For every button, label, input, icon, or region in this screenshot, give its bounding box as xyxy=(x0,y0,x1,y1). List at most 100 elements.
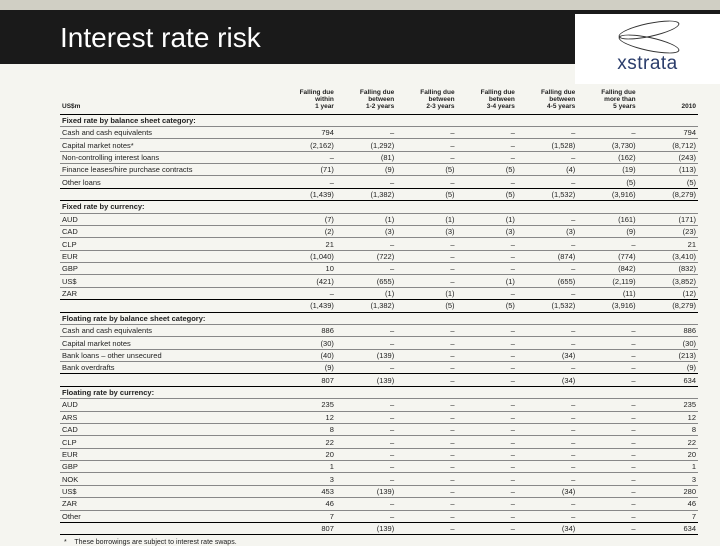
cell-value: – xyxy=(577,448,637,460)
cell-value: (30) xyxy=(638,337,698,349)
row-label: Capital market notes xyxy=(60,337,276,349)
cell-value: (722) xyxy=(336,250,396,262)
cell-value: 22 xyxy=(638,436,698,448)
cell-value: 46 xyxy=(638,498,698,510)
cell-value: – xyxy=(577,126,637,138)
cell-value: – xyxy=(336,399,396,411)
total-value: (1,382) xyxy=(336,188,396,200)
cell-value: (1) xyxy=(457,213,517,225)
cell-value: – xyxy=(336,411,396,423)
cell-value: 12 xyxy=(276,411,336,423)
cell-value: – xyxy=(457,399,517,411)
cell-value: (3,852) xyxy=(638,275,698,287)
total-value: 634 xyxy=(638,522,698,534)
cell-value: (655) xyxy=(517,275,577,287)
table-header: US$mFalling duewithin1 yearFalling duebe… xyxy=(60,88,698,114)
cell-value: 22 xyxy=(276,436,336,448)
cell-value: 1 xyxy=(638,461,698,473)
cell-value: – xyxy=(336,176,396,188)
row-label: Capital market notes* xyxy=(60,139,276,151)
row-label: CAD xyxy=(60,225,276,237)
cell-value: (4) xyxy=(517,164,577,176)
cell-value: – xyxy=(336,448,396,460)
cell-value: – xyxy=(457,498,517,510)
cell-value: 21 xyxy=(276,238,336,250)
cell-value: – xyxy=(276,287,336,299)
row-label: Bank overdrafts xyxy=(60,362,276,374)
cell-value: – xyxy=(396,324,456,336)
row-label: CLP xyxy=(60,238,276,250)
cell-value: – xyxy=(457,485,517,497)
section-title: Floating rate by currency: xyxy=(60,386,698,398)
total-value: (5) xyxy=(457,188,517,200)
cell-value: (171) xyxy=(638,213,698,225)
cell-value: – xyxy=(396,498,456,510)
total-value: – xyxy=(577,522,637,534)
cell-value: – xyxy=(396,473,456,485)
row-label: ARS xyxy=(60,411,276,423)
cell-value: (3) xyxy=(517,225,577,237)
cell-value: (7) xyxy=(276,213,336,225)
cell-value: – xyxy=(457,151,517,163)
row-label: NOK xyxy=(60,473,276,485)
cell-value: (5) xyxy=(396,164,456,176)
cell-value: 20 xyxy=(276,448,336,460)
cell-value: – xyxy=(517,448,577,460)
cell-value: – xyxy=(577,423,637,435)
cell-value: – xyxy=(396,485,456,497)
logo: xstrata xyxy=(575,14,720,84)
total-value: (5) xyxy=(457,300,517,312)
cell-value: (9) xyxy=(638,362,698,374)
cell-value: – xyxy=(517,337,577,349)
table-row: Cash and cash equivalents886–––––886 xyxy=(60,324,698,336)
cell-value: – xyxy=(336,461,396,473)
cell-value: – xyxy=(336,362,396,374)
cell-value: – xyxy=(457,238,517,250)
table-row: Non-controlling interest loans–(81)–––(1… xyxy=(60,151,698,163)
cell-value: 1 xyxy=(276,461,336,473)
cell-value: – xyxy=(336,126,396,138)
cell-value: 8 xyxy=(276,423,336,435)
cell-value: – xyxy=(517,411,577,423)
cell-value: – xyxy=(517,510,577,522)
cell-value: – xyxy=(577,498,637,510)
cell-value: 235 xyxy=(276,399,336,411)
cell-value: (1) xyxy=(336,213,396,225)
total-value: – xyxy=(457,374,517,386)
total-row: 807(139)––(34)–634 xyxy=(60,522,698,534)
table-row: AUD(7)(1)(1)(1)–(161)(171) xyxy=(60,213,698,225)
section-title: Fixed rate by currency: xyxy=(60,201,698,213)
total-value: (8,279) xyxy=(638,300,698,312)
section-title: Fixed rate by balance sheet category: xyxy=(60,114,698,126)
cell-value: – xyxy=(457,263,517,275)
cell-value: (34) xyxy=(517,349,577,361)
table-row: Bank overdrafts(9)–––––(9) xyxy=(60,362,698,374)
total-label xyxy=(60,300,276,312)
row-label: Other loans xyxy=(60,176,276,188)
cell-value: (34) xyxy=(517,485,577,497)
cell-value: – xyxy=(517,423,577,435)
cell-value: (874) xyxy=(517,250,577,262)
total-value: (1,439) xyxy=(276,188,336,200)
row-label: Bank loans – other unsecured xyxy=(60,349,276,361)
cell-value: – xyxy=(396,423,456,435)
table-row: ARS12–––––12 xyxy=(60,411,698,423)
cell-value: – xyxy=(276,151,336,163)
cell-value: – xyxy=(517,399,577,411)
table-row: US$453(139)––(34)–280 xyxy=(60,485,698,497)
cell-value: (9) xyxy=(276,362,336,374)
cell-value: – xyxy=(577,349,637,361)
table-row: Cash and cash equivalents794–––––794 xyxy=(60,126,698,138)
total-row: (1,439)(1,382)(5)(5)(1,532)(3,916)(8,279… xyxy=(60,300,698,312)
table-row: CLP21–––––21 xyxy=(60,238,698,250)
row-label: ZAR xyxy=(60,287,276,299)
cell-value: – xyxy=(457,126,517,138)
table-row: Capital market notes*(2,162)(1,292)––(1,… xyxy=(60,139,698,151)
table-row: ZAR–(1)(1)––(11)(12) xyxy=(60,287,698,299)
table-body: Fixed rate by balance sheet category: Cas… xyxy=(60,114,698,535)
cell-value: – xyxy=(517,461,577,473)
cell-value: (832) xyxy=(638,263,698,275)
cell-value: (5) xyxy=(577,176,637,188)
cell-value: – xyxy=(396,263,456,275)
cell-value: 21 xyxy=(638,238,698,250)
